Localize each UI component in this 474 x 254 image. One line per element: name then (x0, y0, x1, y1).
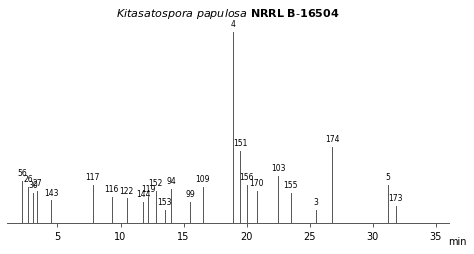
Text: 143: 143 (44, 188, 58, 198)
Text: min: min (448, 237, 467, 247)
Text: 152: 152 (149, 179, 163, 188)
Text: 5: 5 (385, 173, 391, 182)
Text: 26: 26 (24, 175, 33, 184)
Text: 155: 155 (283, 181, 298, 190)
Text: 56: 56 (17, 169, 27, 178)
Text: 151: 151 (233, 139, 247, 148)
Text: 30: 30 (28, 181, 38, 190)
Text: 109: 109 (195, 175, 210, 184)
Text: 122: 122 (120, 187, 134, 196)
Text: 94: 94 (166, 177, 176, 186)
Text: 170: 170 (249, 179, 264, 188)
Text: 27: 27 (32, 179, 42, 188)
Text: 144: 144 (136, 190, 150, 199)
Title: $\it{Kitasatospora\ papulosa}$ $\bf{NRRL\ B\text{-}16504}$: $\it{Kitasatospora\ papulosa}$ $\bf{NRRL… (116, 7, 339, 21)
Text: 117: 117 (85, 173, 100, 182)
Text: 119: 119 (141, 185, 155, 194)
Text: 153: 153 (157, 198, 172, 207)
Text: 173: 173 (388, 194, 403, 203)
Text: 99: 99 (185, 190, 195, 199)
Text: 116: 116 (104, 185, 119, 194)
Text: 4: 4 (230, 20, 235, 29)
Text: 103: 103 (271, 164, 285, 173)
Text: 3: 3 (314, 198, 319, 207)
Text: 174: 174 (325, 135, 340, 144)
Text: 156: 156 (239, 173, 254, 182)
